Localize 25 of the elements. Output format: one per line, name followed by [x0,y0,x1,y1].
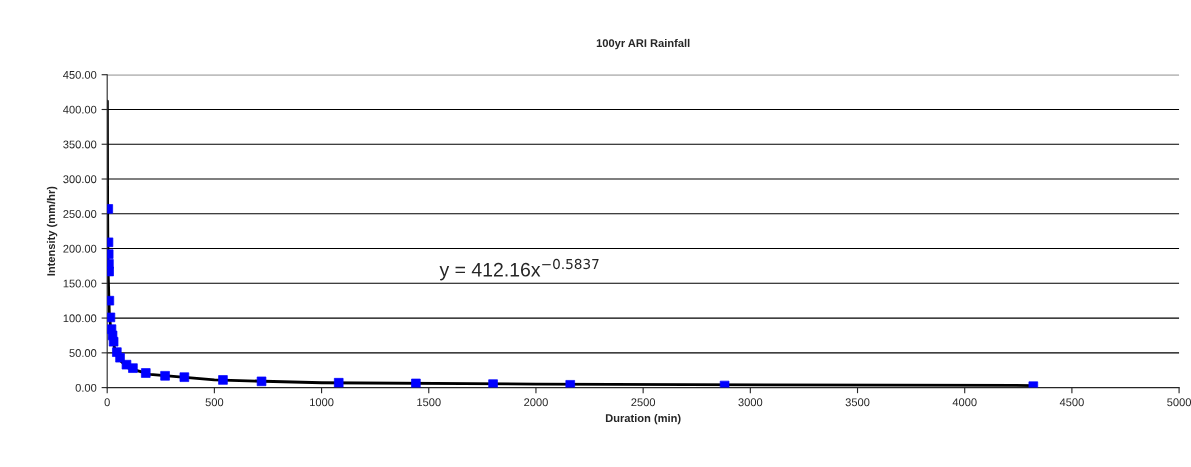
y-tick-label: 300.00 [63,175,97,184]
y-tick-label: 450.00 [63,70,97,79]
y-tick-label: 200.00 [63,244,97,253]
y-tick-label: 50.00 [69,349,97,357]
y-axis-title: Intensity (mm/hr) [46,186,58,276]
x-tick-label: 2000 [524,398,548,407]
x-axis-title: Duration (min) [605,413,681,425]
y-tick-label: 250.00 [63,210,97,218]
chart-title: 100yr ARI Rainfall [596,38,690,50]
y-tick-label: 100.00 [63,314,97,323]
x-tick-label: 500 [205,398,224,407]
y-tick-label: 400.00 [63,105,97,114]
x-tick-label: 3500 [845,398,870,407]
y-tick-label: 150.00 [63,279,97,288]
y-tick-label: 0.00 [75,383,97,392]
x-tick-label: 0 [104,398,110,407]
annotation: y = 412.16x$^{−0.5837}$ [439,258,599,281]
x-tick-label: 1500 [417,398,441,407]
x-tick-label: 2500 [631,398,656,407]
x-tick-label: 4000 [952,398,977,407]
y-tick-label: 350.00 [63,140,97,149]
x-tick-label: 3000 [738,398,763,407]
x-tick-label: 1000 [310,398,334,407]
x-tick-label: 4500 [1059,398,1084,407]
x-tick-label: 5000 [1167,398,1191,407]
